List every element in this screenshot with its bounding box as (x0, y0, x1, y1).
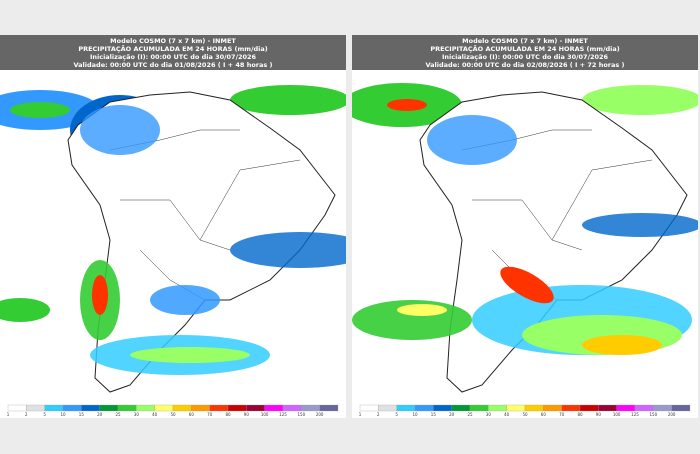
colorbar-swatch (488, 404, 507, 412)
colorbar-swatch (172, 404, 192, 412)
colorbar-swatch (44, 404, 64, 412)
colorbar-label: 30 (134, 412, 140, 417)
colorbar-swatch (616, 404, 636, 412)
colorbar-label: 50 (522, 412, 528, 417)
colorbar-label: 40 (504, 412, 510, 417)
colorbar-label: 200 (668, 412, 676, 417)
colorbar-swatch (81, 404, 100, 412)
colorbar-label: 1 (359, 412, 362, 417)
colorbar-swatch (543, 404, 562, 412)
colorbar-swatch (359, 404, 379, 412)
colorbar-swatch (117, 404, 137, 412)
colorbar-swatch (506, 404, 526, 412)
colorbar-label: 25 (115, 412, 121, 417)
colorbar-label: 20 (449, 412, 455, 417)
colorbar-label: 200 (316, 412, 324, 417)
colorbar-swatch (154, 404, 174, 412)
colorbar-swatch (396, 404, 416, 412)
colorbar-swatch (378, 404, 397, 412)
colorbar-label: 90 (596, 412, 602, 417)
header-line: PRECIPITAÇÃO ACUMULADA EM 24 HORAS (mm/d… (430, 44, 619, 53)
colorbar-label: 5 (43, 412, 46, 417)
colorbar-label: 80 (225, 412, 231, 417)
panel: Modelo COSMO (7 x 7 km) - INMETPRECIPITA… (352, 35, 698, 418)
colorbar-label: 60 (541, 412, 547, 417)
colorbar-label: 10 (60, 412, 66, 417)
header-line: Validade: 00:00 UTC do dia 01/08/2026 ( … (73, 61, 272, 69)
colorbar-label: 100 (261, 412, 269, 417)
colorbar-swatch (671, 404, 691, 412)
colorbar-label: 2 (377, 412, 380, 417)
colorbar-swatch (246, 404, 265, 412)
colorbar-swatch (598, 404, 617, 412)
colorbar-swatch (653, 404, 672, 412)
colorbar-swatch (209, 404, 229, 412)
colorbar-label: 15 (79, 412, 85, 417)
colorbar-label: 125 (279, 412, 287, 417)
colorbar-swatch (136, 404, 155, 412)
colorbar-swatch (264, 404, 284, 412)
header-line: PRECIPITAÇÃO ACUMULADA EM 24 HORAS (mm/d… (78, 44, 267, 53)
colorbar-label: 5 (395, 412, 398, 417)
colorbar-label: 125 (631, 412, 639, 417)
colorbar-label: 60 (189, 412, 195, 417)
colorbar-label: 70 (559, 412, 565, 417)
header-line: Modelo COSMO (7 x 7 km) - INMET (462, 37, 588, 45)
colorbar-swatch (282, 404, 302, 412)
header-line: Inicialização (I): 00:00 UTC do dia 30/0… (442, 53, 609, 61)
colorbar-label: 150 (650, 412, 658, 417)
colorbar-label: 90 (244, 412, 250, 417)
colorbar-swatch (7, 404, 27, 412)
colorbar-label: 25 (467, 412, 473, 417)
header-line: Validade: 00:00 UTC do dia 02/08/2026 ( … (425, 61, 624, 69)
header-line: Modelo COSMO (7 x 7 km) - INMET (110, 37, 236, 45)
colorbar-swatch (414, 404, 434, 412)
colorbar-swatch (579, 404, 599, 412)
colorbar-label: 20 (97, 412, 103, 417)
colorbar-label: 30 (486, 412, 492, 417)
colorbar-label: 70 (207, 412, 213, 417)
colorbar-label: 15 (431, 412, 437, 417)
colorbar-swatch (433, 404, 452, 412)
colorbar-swatch (469, 404, 489, 412)
colorbar-label: 10 (412, 412, 418, 417)
colorbar-swatch (99, 404, 119, 412)
colorbar-swatch (191, 404, 210, 412)
colorbar-swatch (524, 404, 544, 412)
colorbar-swatch (634, 404, 654, 412)
colorbar-swatch (62, 404, 82, 412)
panel: Modelo COSMO (7 x 7 km) - INMETPRECIPITA… (0, 35, 346, 418)
colorbar-label: 40 (152, 412, 158, 417)
colorbar-label: 1 (7, 412, 10, 417)
colorbar-label: 150 (298, 412, 306, 417)
colorbar-swatch (319, 404, 339, 412)
colorbar-label: 80 (577, 412, 583, 417)
colorbar-swatch (26, 404, 45, 412)
colorbar-label: 50 (170, 412, 176, 417)
colorbar-swatch (227, 404, 247, 412)
colorbar-label: 2 (25, 412, 28, 417)
colorbar-swatch (451, 404, 471, 412)
colorbar-swatch (561, 404, 581, 412)
colorbar-swatch (301, 404, 320, 412)
colorbar-label: 100 (613, 412, 621, 417)
header-line: Inicialização (I): 00:00 UTC do dia 30/0… (90, 53, 257, 61)
